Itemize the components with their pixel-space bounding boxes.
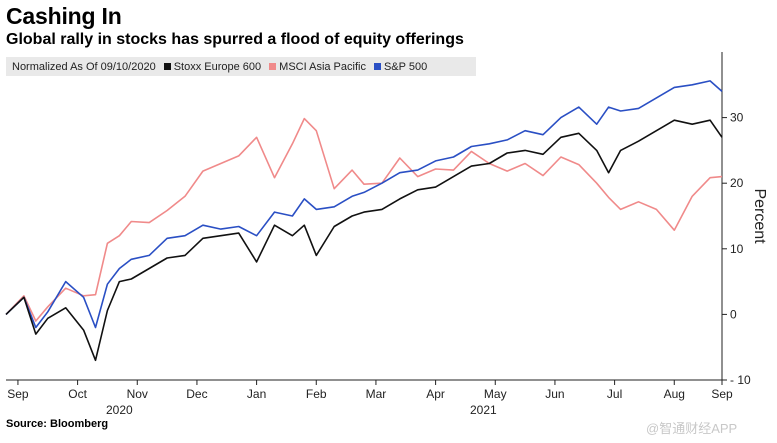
x-tick-label: Apr bbox=[426, 387, 445, 401]
x-tick-label: Jul bbox=[607, 387, 622, 401]
x-tick-label: Jan bbox=[247, 387, 266, 401]
y-tick-label: 30 bbox=[730, 111, 744, 125]
source-note: Source: Bloomberg bbox=[6, 418, 109, 430]
x-tick-label: Jun bbox=[545, 387, 564, 401]
x-tick-label: Mar bbox=[366, 387, 387, 401]
y-tick-label: 20 bbox=[730, 176, 744, 190]
y-tick-label: 10 bbox=[730, 242, 744, 256]
y-tick-label: 0 bbox=[730, 307, 737, 321]
x-tick-label: Aug bbox=[664, 387, 685, 401]
legend-label-sp500: S&P 500 bbox=[383, 60, 428, 73]
chart-title: Cashing In bbox=[6, 3, 122, 29]
x-year-label: 2021 bbox=[470, 403, 497, 417]
series-line-stoxx bbox=[5, 119, 723, 362]
legend-item-stoxx: Stoxx Europe 600 bbox=[163, 60, 262, 73]
legend-label-stoxx: Stoxx Europe 600 bbox=[173, 60, 262, 73]
legend-note: Normalized As Of 09/10/2020 bbox=[12, 60, 156, 73]
legend: Normalized As Of 09/10/2020 Stoxx Europe… bbox=[6, 57, 476, 76]
series-line-sp500 bbox=[5, 80, 723, 329]
x-tick-label: Feb bbox=[306, 387, 327, 401]
legend-swatch-stoxx bbox=[163, 63, 171, 70]
x-year-label: 2020 bbox=[106, 403, 133, 417]
legend-swatch-msci bbox=[269, 63, 277, 70]
x-tick-label: Nov bbox=[127, 387, 148, 401]
chart-subtitle: Global rally in stocks has spurred a flo… bbox=[6, 31, 464, 48]
legend-item-sp500: S&P 500 bbox=[373, 60, 428, 73]
y-tick-label: - 10 bbox=[730, 373, 751, 387]
y-axis-label: Percent bbox=[751, 188, 768, 244]
legend-swatch-sp500 bbox=[373, 63, 381, 70]
x-tick-label: May bbox=[484, 387, 507, 401]
x-tick-label: Sep bbox=[711, 387, 733, 401]
series-line-msci bbox=[5, 117, 723, 322]
x-tick-label: Dec bbox=[186, 387, 207, 401]
x-tick-label: Sep bbox=[7, 387, 29, 401]
watermark: @智通财经APP bbox=[646, 421, 738, 436]
x-tick-label: Oct bbox=[68, 387, 87, 401]
legend-label-msci: MSCI Asia Pacific bbox=[279, 60, 366, 73]
legend-item-msci: MSCI Asia Pacific bbox=[269, 61, 366, 73]
